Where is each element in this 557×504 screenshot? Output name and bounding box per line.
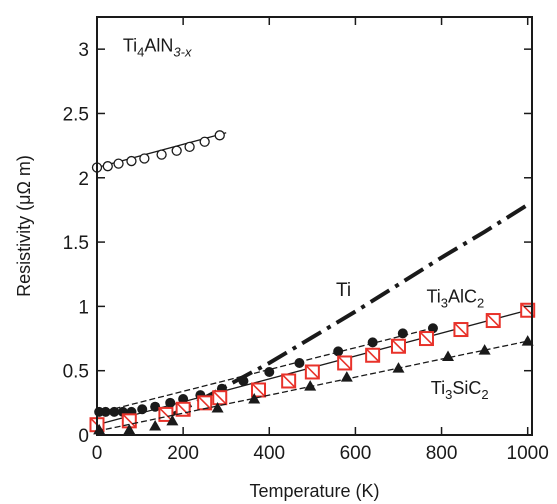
data-point <box>521 335 534 346</box>
data-point <box>264 366 275 377</box>
data-point <box>367 337 378 348</box>
data-point <box>199 136 210 147</box>
data-point <box>442 350 455 362</box>
y-tick-label: 2.5 <box>63 104 89 125</box>
annotation-text: Ti <box>123 36 137 56</box>
data-point <box>184 141 195 153</box>
data-point-cross <box>365 348 380 363</box>
data-point <box>248 392 261 404</box>
x-tick-label: 400 <box>253 443 285 464</box>
data-point-cross <box>419 331 434 346</box>
x-axis-title: Temperature (K) <box>249 481 379 501</box>
y-tick-label: 1.5 <box>63 233 89 254</box>
data-point <box>149 419 162 431</box>
data-point <box>397 328 408 339</box>
data-point <box>100 406 111 417</box>
data-point-cross <box>212 390 227 405</box>
annotation-ti3alc2: Ti3AlC2 <box>426 287 484 311</box>
annotation-subscript: 2 <box>477 296 484 311</box>
annotation-subscript: 3 <box>445 387 452 402</box>
annotation-subscript: 3-x <box>173 45 192 60</box>
data-point-cross <box>337 355 352 371</box>
data-point-cross <box>176 402 191 417</box>
data-point <box>304 380 317 391</box>
data-point-cross <box>391 339 406 354</box>
annotation-subscript: 3 <box>441 296 448 311</box>
plot-marks <box>89 130 536 435</box>
x-tick-label: 600 <box>340 443 372 464</box>
y-axis-title: Resistivity (μΩ m) <box>14 155 34 297</box>
x-tick-label: 0 <box>92 443 103 464</box>
data-point <box>102 161 113 172</box>
annotation-text: AlN <box>144 36 173 56</box>
data-point <box>123 423 136 435</box>
annotation-ti4aln3x: Ti4AlN3-x <box>123 36 192 60</box>
data-point <box>340 371 353 382</box>
annotation-text: AlC <box>448 287 477 307</box>
data-point <box>214 130 225 141</box>
y-tick-label: 3 <box>78 40 89 61</box>
data-point-cross <box>305 364 320 380</box>
data-point <box>126 155 137 167</box>
data-point <box>238 375 249 386</box>
y-tick-label: 2 <box>78 169 89 190</box>
data-point <box>294 357 305 368</box>
annotation-text: Ti <box>336 280 351 301</box>
data-point <box>333 346 344 357</box>
data-point <box>211 401 224 413</box>
x-tick-label: 200 <box>167 443 199 464</box>
annotation-ti: Ti <box>336 280 351 301</box>
annotation-subscript: 4 <box>137 45 144 60</box>
annotation-ti3sic2: Ti3SiC2 <box>431 378 489 402</box>
data-point <box>109 406 120 417</box>
data-point <box>427 323 438 334</box>
x-tick-label: 1000 <box>507 443 549 464</box>
annotation-subscript: 2 <box>481 387 488 402</box>
data-point-cross <box>122 413 137 428</box>
data-point-cross <box>197 395 212 410</box>
data-point-cross <box>486 313 501 328</box>
data-point <box>478 344 491 355</box>
annotation-text: Ti <box>431 378 445 398</box>
data-point <box>156 149 167 160</box>
data-point-cross <box>281 373 296 389</box>
data-point <box>139 153 150 164</box>
axis-ticks: 0 200 400 600 800 1000 0 0.5 1 1.5 2 2.5 3 <box>63 17 549 464</box>
data-point <box>113 158 124 169</box>
data-point-cross <box>251 382 266 398</box>
data-point <box>166 414 179 426</box>
annotation-text: SiC <box>452 378 481 398</box>
y-tick-label: 1 <box>78 297 89 318</box>
annotation-text: Ti <box>426 287 440 307</box>
data-point-cross <box>453 322 469 337</box>
data-point <box>392 362 405 373</box>
data-point <box>171 145 182 156</box>
y-tick-label: 0 <box>78 426 89 447</box>
x-tick-label: 800 <box>426 443 458 464</box>
plot-frame <box>96 16 533 436</box>
y-tick-label: 0.5 <box>63 362 89 383</box>
